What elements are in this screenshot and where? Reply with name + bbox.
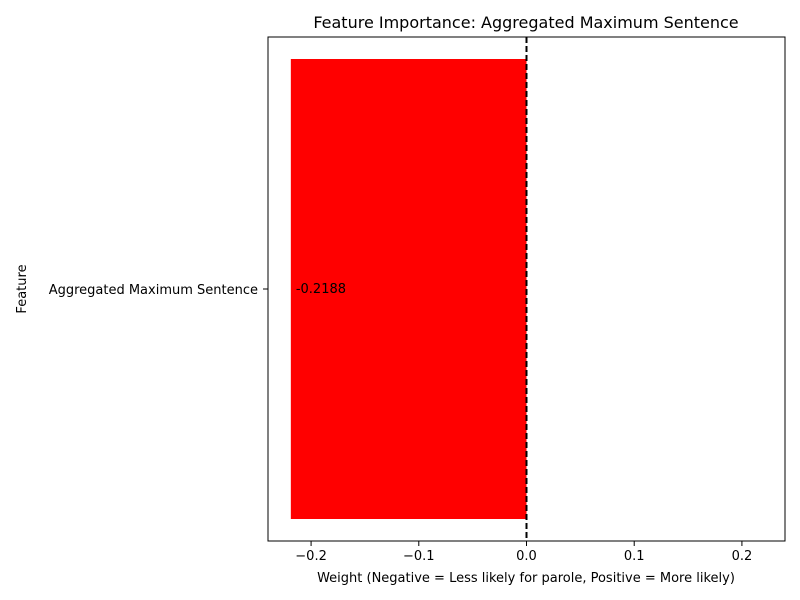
x-tick-label: −0.2 — [295, 549, 327, 564]
x-tick-label: 0.2 — [732, 549, 753, 564]
chart-title: Feature Importance: Aggregated Maximum S… — [313, 13, 738, 32]
x-tick-label: 0.0 — [516, 549, 537, 564]
x-tick-label: −0.1 — [403, 549, 435, 564]
plot-area: -0.2188 — [290, 37, 528, 541]
y-axis: Aggregated Maximum Sentence — [49, 283, 268, 298]
bar-value-label: -0.2188 — [296, 282, 346, 297]
x-axis-label: Weight (Negative = Less likely for parol… — [317, 571, 735, 586]
y-tick-label: Aggregated Maximum Sentence — [49, 283, 258, 298]
y-axis-label: Feature — [15, 264, 30, 313]
x-tick-label: 0.1 — [624, 549, 645, 564]
bar — [290, 59, 527, 519]
x-axis: −0.2 −0.1 0.0 0.1 0.2 — [295, 541, 752, 564]
